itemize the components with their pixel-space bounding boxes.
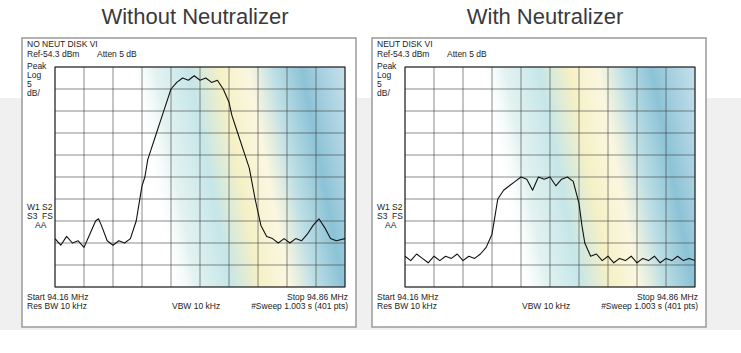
screen-annotation: dB/ [27,88,40,98]
plot-frame [55,67,345,287]
page: Without NeutralizerNO NEUT DISK VIRef-54… [0,0,741,353]
panel: With Neutralizer NEUT DISK VIRef-54.3 dBm… [372,4,706,327]
panel: Without NeutralizerNO NEUT DISK VIRef-54… [22,4,356,327]
screen-annotation: Ref-54.3 dBm [27,49,79,59]
panel-title: With Neutralizer [467,4,623,29]
grid-line-y [405,155,695,156]
grid-line-y [405,133,695,134]
screen-annotation: #Sweep 1.003 s (401 pts) [251,301,348,311]
grid-line-y [405,243,695,244]
screen-annotation: VBW 10 kHz [522,301,570,311]
grid-line-y [405,89,695,90]
grid-line-y [55,199,345,200]
screen-annotation: Atten 5 dB [447,49,487,59]
grid-line-y [55,89,345,90]
spectrum-trace [55,76,345,248]
screen-annotation: dB/ [377,88,390,98]
screen-frame [372,38,706,327]
plot-frame [405,67,695,287]
grid-line-y [55,177,345,178]
grid-line-y [405,199,695,200]
trace-group [55,76,345,248]
screen-annotation: NEUT DISK VI [377,39,433,49]
screen-annotation: NO NEUT DISK VI [27,39,98,49]
grid-line-y [55,133,345,134]
screen-annotation: AA [35,220,47,230]
grid-line-y [55,111,345,112]
grid-line-y [55,243,345,244]
background [0,0,741,353]
trace-group [405,177,695,263]
screen-annotation: AA [385,220,397,230]
screen-annotation: Res BW 10 kHz [27,301,87,311]
screen-annotation: Atten 5 dB [97,49,137,59]
spectrum-trace [405,177,695,263]
grid-line-y [55,155,345,156]
grid-line-y [55,221,345,222]
screen-frame [22,38,356,327]
screen-annotation: #Sweep 1.003 s (401 pts) [601,301,698,311]
panel-title: Without Neutralizer [101,4,288,29]
grid-line-y [405,265,695,266]
grid-line-y [405,221,695,222]
screen-annotation: Ref-54.3 dBm [377,49,429,59]
grid-line-y [55,265,345,266]
screen-annotation: Res BW 10 kHz [377,301,437,311]
screen-annotation: VBW 10 kHz [172,301,220,311]
grid-line-y [405,111,695,112]
